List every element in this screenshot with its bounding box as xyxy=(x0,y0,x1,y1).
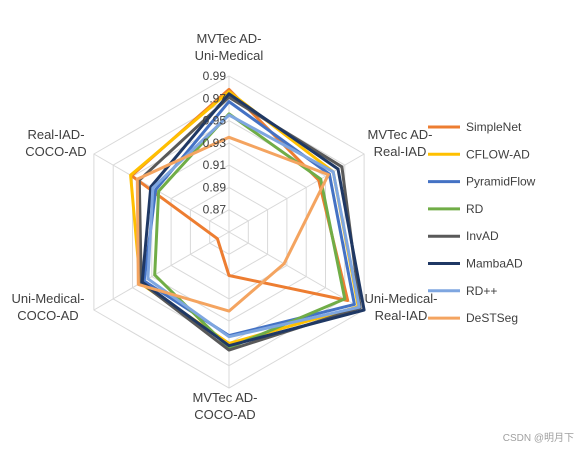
axis-label-line: Real-IAD xyxy=(374,144,427,159)
axis-label-line: Uni-Medical- xyxy=(365,291,438,306)
axis-label: MVTec AD- Uni-Medical xyxy=(195,31,264,63)
tick-label: 0.87 xyxy=(203,203,227,217)
series-line-rd xyxy=(153,112,347,350)
tick-label: 0.99 xyxy=(203,69,227,83)
axis-label-line: COCO-AD xyxy=(17,308,78,323)
axis-label-line: COCO-AD xyxy=(194,407,255,422)
axis-label: MVTec AD- Real-IAD xyxy=(367,127,432,159)
grid-spoke xyxy=(93,153,230,233)
tick-label: 0.91 xyxy=(203,158,227,172)
axis-label-line: MVTec AD- xyxy=(192,390,257,405)
axis-label: MVTec AD- COCO-AD xyxy=(192,390,257,422)
legend-label: RD++ xyxy=(466,284,497,298)
axis-label: Uni-Medical- Real-IAD xyxy=(365,291,438,323)
legend-label: SimpleNet xyxy=(466,120,522,134)
axis-label-line: COCO-AD xyxy=(25,144,86,159)
grid-spoke xyxy=(93,231,230,311)
legend-label: DeSTSeg xyxy=(466,311,518,325)
axis-label-line: Real-IAD- xyxy=(27,127,84,142)
tick-label: 0.95 xyxy=(203,114,227,128)
axis-label-line: Uni-Medical- xyxy=(12,291,85,306)
series-line-destseg xyxy=(135,135,330,313)
grid-spoke xyxy=(228,231,365,311)
axis-label: Uni-Medical- COCO-AD xyxy=(12,291,85,323)
axis-label-line: MVTec AD- xyxy=(367,127,432,142)
series-line-mambaad xyxy=(140,92,366,348)
legend-label: PyramidFlow xyxy=(466,175,536,189)
legend-label: CFLOW-AD xyxy=(466,147,530,161)
tick-label: 0.89 xyxy=(203,180,227,194)
series-line-invad xyxy=(137,95,362,352)
axis-label-line: MVTec AD- xyxy=(196,31,261,46)
legend-label: MambaAD xyxy=(466,257,523,271)
tick-label: 0.97 xyxy=(203,91,227,105)
axis-label: Real-IAD- COCO-AD xyxy=(25,127,86,159)
series-line-rd xyxy=(146,113,361,339)
axis-label-line: Real-IAD xyxy=(375,308,428,323)
axis-label-line: Uni-Medical xyxy=(195,48,264,63)
legend-label: InvAD xyxy=(466,229,499,243)
legend-label: RD xyxy=(466,202,484,216)
tick-label: 0.93 xyxy=(203,136,227,150)
watermark-text: CSDN @明月下 xyxy=(503,432,574,444)
